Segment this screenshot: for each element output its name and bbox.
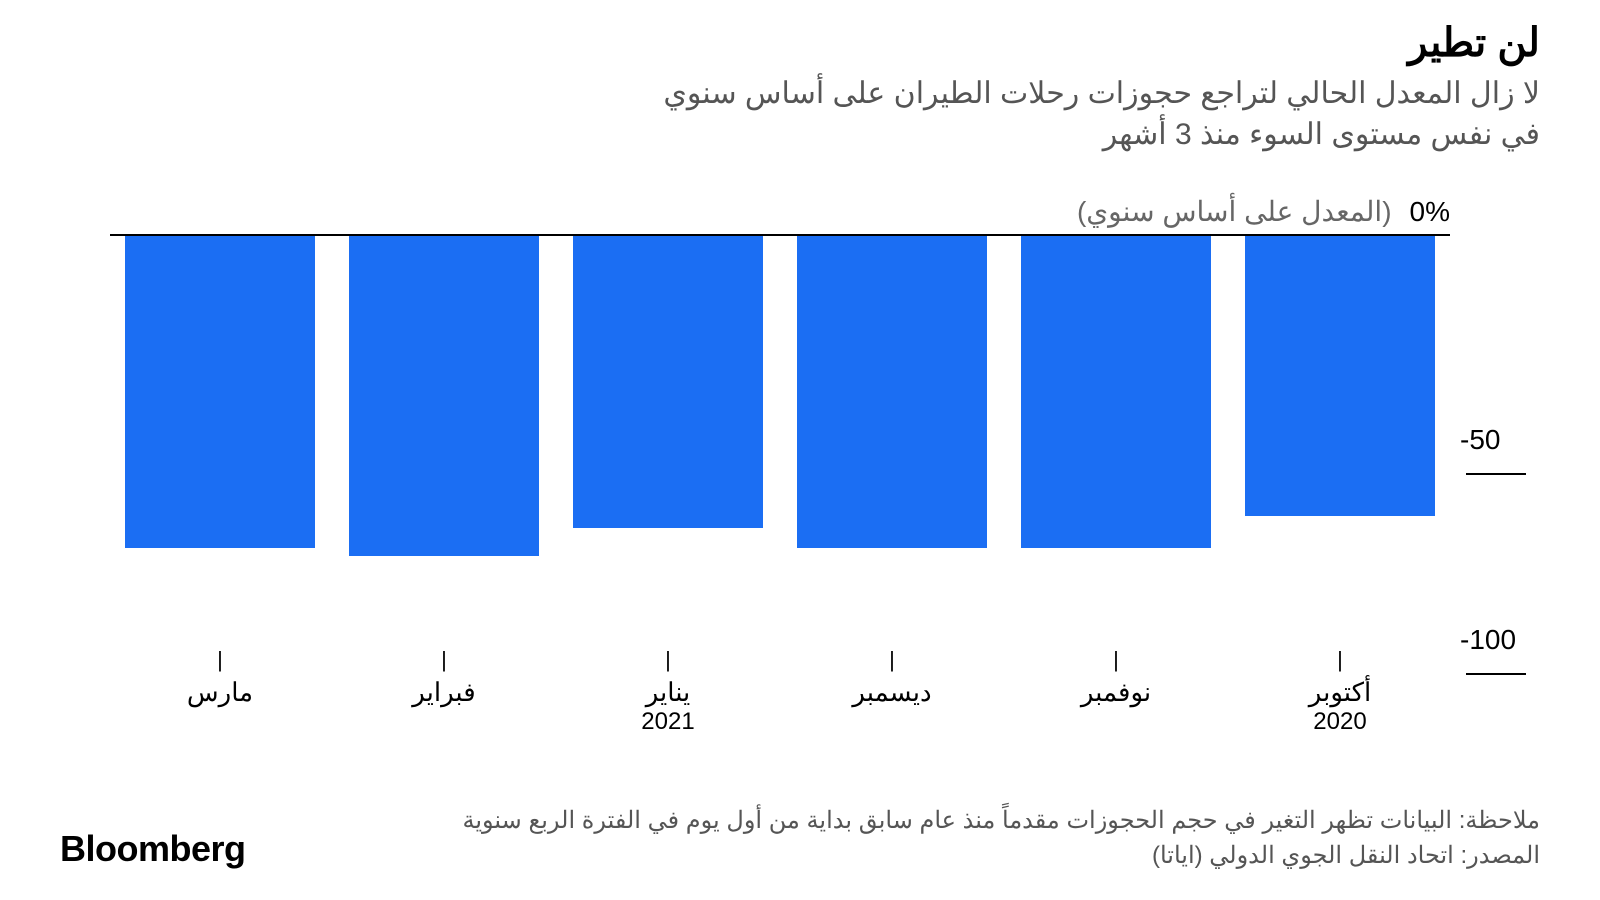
bar: [349, 236, 539, 556]
bars-group: [110, 236, 1450, 634]
chart-container: لن تطير لا زال المعدل الحالي لتراجع حجوز…: [0, 0, 1600, 900]
x-label-line2: 2021: [568, 708, 768, 736]
x-label-line1: فبراير: [344, 677, 544, 708]
chart-footer: ملاحظة: البيانات تظهر التغير في حجم الحج…: [60, 806, 1540, 870]
bar: [1021, 236, 1211, 548]
bar-slot: [120, 236, 320, 634]
x-tick-mark: |: [1240, 649, 1440, 671]
chart-source: المصدر: اتحاد النقل الجوي الدولي (اياتا): [60, 841, 1540, 870]
bar-slot: [792, 236, 992, 634]
x-axis-label: | ديسمبر: [792, 649, 992, 736]
x-tick-mark: |: [120, 649, 320, 671]
x-axis-label: | يناير2021: [568, 649, 768, 736]
plot-area: [110, 234, 1450, 634]
y-tick-line: [1466, 473, 1526, 475]
x-axis-label: | نوفمبر: [1016, 649, 1216, 736]
x-label-line1: نوفمبر: [1016, 677, 1216, 708]
y-axis-zero-desc: (المعدل على أساس سنوي): [1077, 195, 1392, 228]
bar: [125, 236, 315, 548]
bar: [1245, 236, 1435, 516]
chart-title: لن تطير: [60, 20, 1540, 66]
x-axis-label: | فبراير: [344, 649, 544, 736]
bar-slot: [1240, 236, 1440, 634]
x-label-line1: مارس: [120, 677, 320, 708]
y-tick-minus-50: -50: [1460, 424, 1540, 488]
x-label-line2: 2020: [1240, 708, 1440, 736]
x-axis-label: | أكتوبر2020: [1240, 649, 1440, 736]
y-axis-zero-row: 0% (المعدل على أساس سنوي): [60, 195, 1540, 228]
bar-slot: [344, 236, 544, 634]
x-tick-mark: |: [792, 649, 992, 671]
bar: [797, 236, 987, 548]
chart-plot-wrap: -50 -100 |مارس|فبراير|يناير2021|ديسمبر|ن…: [60, 234, 1540, 654]
y-tick-label: -100: [1460, 624, 1516, 655]
bar-slot: [1016, 236, 1216, 634]
x-tick-mark: |: [1016, 649, 1216, 671]
x-axis-label: | مارس: [120, 649, 320, 736]
chart-note: ملاحظة: البيانات تظهر التغير في حجم الحج…: [60, 806, 1540, 835]
y-tick-label: -50: [1460, 424, 1500, 455]
chart-subtitle: لا زال المعدل الحالي لتراجع حجوزات رحلات…: [60, 74, 1540, 155]
x-label-line1: يناير: [568, 677, 768, 708]
y-axis-zero-label: 0%: [1410, 196, 1450, 228]
x-tick-mark: |: [568, 649, 768, 671]
y-tick-line: [1466, 673, 1526, 675]
x-axis-labels: | مارس | فبراير | يناير2021 | ديسمبر | نوفمبر | أكت…: [110, 649, 1450, 736]
x-label-line1: أكتوبر: [1240, 677, 1440, 708]
y-tick-minus-100: -100: [1460, 624, 1540, 688]
brand-logo: Bloomberg: [60, 828, 246, 870]
x-tick-mark: |: [344, 649, 544, 671]
bar-slot: [568, 236, 768, 634]
bar: [573, 236, 763, 528]
x-label-line1: ديسمبر: [792, 677, 992, 708]
